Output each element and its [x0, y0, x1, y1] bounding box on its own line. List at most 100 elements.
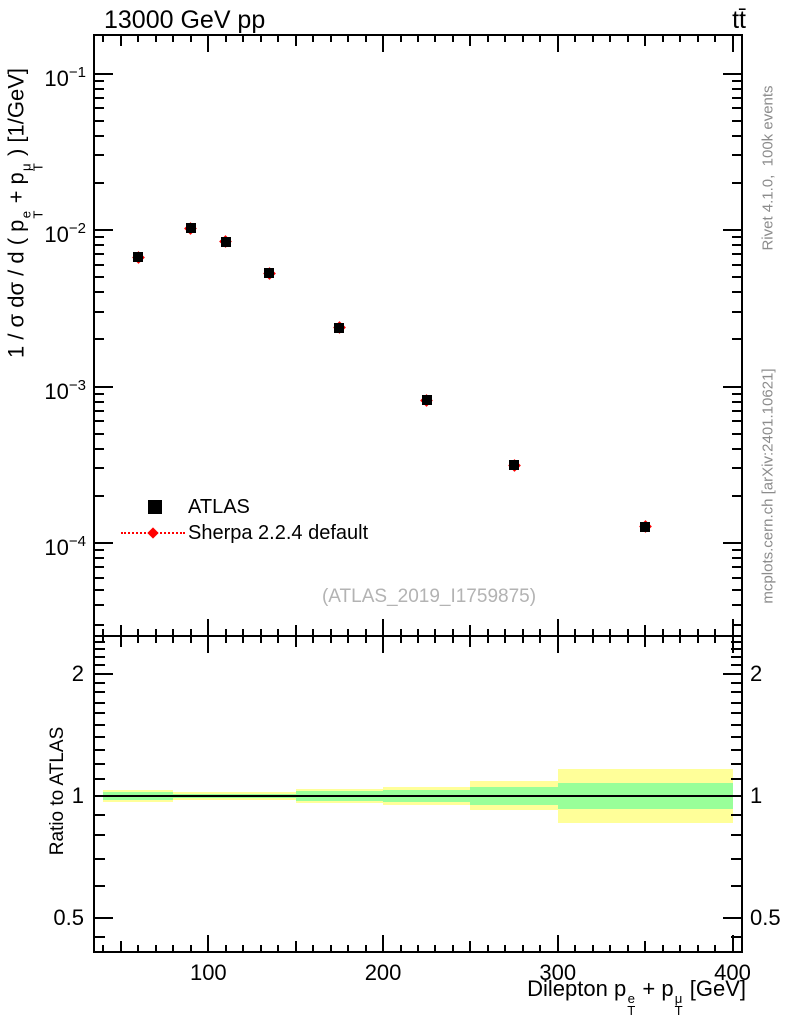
x-tick	[189, 36, 192, 42]
x-tick	[102, 629, 105, 635]
ratio-minor-tick	[731, 664, 741, 667]
x-tick	[591, 36, 594, 42]
y-tick-label: 10−2	[44, 220, 86, 248]
y-major-tick	[723, 385, 741, 388]
x-tick	[242, 629, 245, 635]
mcplots-arxiv-note: mcplots.cern.ch [arXiv:2401.10621]	[759, 368, 777, 604]
y-minor-tick	[732, 447, 741, 450]
x-tick	[119, 36, 122, 46]
x-tick	[399, 36, 402, 42]
x-tick	[609, 945, 612, 951]
x-tick	[172, 945, 175, 951]
y-minor-tick	[732, 87, 741, 90]
x-tick	[137, 629, 140, 635]
x-tick	[644, 36, 647, 46]
y-minor-tick	[95, 549, 104, 552]
atlas-data-point	[133, 252, 144, 263]
x-tick	[626, 945, 629, 951]
y-minor-tick	[95, 79, 104, 82]
x-tick	[154, 945, 157, 951]
x-tick	[714, 629, 717, 635]
y-minor-tick	[95, 623, 104, 626]
x-tick-label: 100	[189, 960, 227, 985]
x-tick	[119, 637, 122, 647]
x-tick	[451, 629, 454, 635]
y-minor-tick	[95, 96, 104, 99]
y-minor-tick	[95, 276, 104, 279]
y-minor-tick	[732, 467, 741, 470]
x-tick	[661, 945, 664, 951]
y-minor-tick	[732, 154, 741, 157]
ratio-major-tick	[723, 794, 741, 797]
x-tick	[714, 945, 717, 951]
atlas-data-point	[509, 460, 520, 471]
ratio-minor-tick	[95, 691, 105, 694]
x-tick	[417, 36, 419, 42]
x-tick	[329, 945, 332, 951]
x-tick	[224, 36, 227, 42]
x-tick	[644, 637, 647, 647]
x-tick	[102, 637, 105, 643]
x-tick	[504, 945, 507, 951]
x-tick	[207, 36, 210, 52]
x-tick-label: 200	[364, 960, 402, 985]
x-tick	[172, 629, 175, 635]
ratio-minor-tick	[95, 735, 105, 738]
y-minor-tick	[95, 253, 104, 256]
y-minor-tick	[95, 392, 104, 395]
x-tick	[486, 945, 489, 951]
x-tick	[242, 36, 245, 42]
x-tick	[556, 637, 559, 653]
x-tick	[364, 945, 367, 951]
x-tick	[591, 945, 594, 951]
x-tick	[102, 945, 105, 951]
x-tick	[644, 625, 647, 635]
ratio-minor-tick	[95, 701, 105, 704]
x-tick	[504, 629, 507, 635]
ratio-minor-tick	[731, 935, 741, 938]
ratio-major-tick	[723, 917, 741, 920]
y-minor-tick	[732, 566, 741, 569]
y-minor-tick	[95, 447, 104, 450]
x-tick	[312, 637, 315, 643]
x-tick	[189, 637, 192, 643]
ratio-minor-tick	[95, 640, 105, 643]
x-tick	[451, 36, 454, 42]
x-tick	[137, 637, 140, 643]
y-minor-tick	[95, 400, 104, 403]
ratio-minor-tick	[95, 664, 105, 667]
x-tick	[294, 637, 297, 647]
x-tick	[679, 637, 682, 643]
x-tick	[399, 629, 402, 635]
x-tick	[539, 36, 542, 42]
x-tick	[312, 629, 315, 635]
y-minor-tick	[95, 107, 104, 110]
atlas-data-point	[640, 521, 651, 532]
y-minor-tick	[732, 134, 741, 137]
x-tick	[434, 945, 437, 951]
ratio-tick-label-right: 1	[750, 782, 763, 808]
y-minor-tick	[732, 420, 741, 423]
atlas-data-point	[220, 236, 231, 247]
atlas-data-point	[185, 223, 196, 234]
x-tick	[434, 629, 437, 635]
x-tick	[364, 637, 367, 643]
y-minor-tick	[95, 432, 104, 435]
x-tick	[504, 637, 507, 643]
y-minor-tick	[732, 236, 741, 239]
x-tick	[714, 637, 717, 643]
x-tick	[574, 629, 577, 635]
ratio-minor-tick	[731, 834, 741, 837]
x-tick	[399, 637, 402, 643]
y-minor-tick	[732, 623, 741, 626]
x-tick	[224, 945, 227, 951]
y-major-tick	[723, 72, 741, 75]
y-minor-tick	[732, 276, 741, 279]
x-tick	[347, 637, 350, 643]
x-tick	[679, 629, 682, 635]
x-tick	[382, 935, 385, 951]
x-tick	[556, 935, 559, 951]
y-major-tick	[95, 385, 113, 388]
